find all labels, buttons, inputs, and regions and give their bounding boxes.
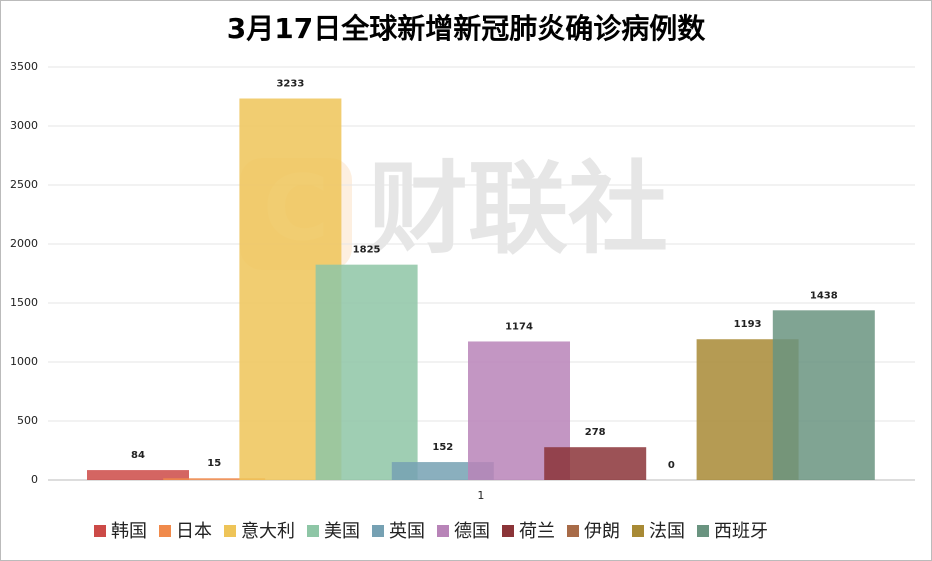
data-label: 1825 <box>353 245 381 256</box>
legend-swatch <box>224 525 236 537</box>
legend-label: 德国 <box>454 521 490 542</box>
legend-swatch <box>697 525 709 537</box>
x-tick-label: 1 <box>477 489 484 502</box>
y-tick-label: 1500 <box>10 296 38 309</box>
legend-swatch <box>307 525 319 537</box>
data-label: 3233 <box>276 79 304 90</box>
legend-label: 意大利 <box>241 521 295 542</box>
bar <box>315 264 418 480</box>
legend-swatch <box>437 525 449 537</box>
legend-swatch <box>94 525 106 537</box>
data-label: 1438 <box>810 290 838 301</box>
data-label: 15 <box>207 458 221 469</box>
legend-swatch <box>372 525 384 537</box>
legend-label: 美国 <box>324 521 360 542</box>
y-tick-label: 2000 <box>10 237 38 250</box>
bar <box>772 310 875 480</box>
legend-label: 韩国 <box>111 521 147 542</box>
legend-label: 西班牙 <box>714 521 768 542</box>
data-label: 0 <box>668 460 675 471</box>
legend-label: 日本 <box>176 521 212 542</box>
chart-title: 3月17日全球新增新冠肺炎确诊病例数 <box>227 12 706 45</box>
y-tick-label: 2500 <box>10 178 38 191</box>
y-tick-label: 3500 <box>10 60 38 73</box>
watermark-text: 财联社 <box>368 150 668 267</box>
bar <box>87 470 189 480</box>
bar <box>163 478 266 480</box>
data-label: 1174 <box>505 321 533 332</box>
legend-swatch <box>567 525 579 537</box>
legend-swatch <box>159 525 171 537</box>
legend-label: 荷兰 <box>519 521 555 542</box>
legend-label: 法国 <box>649 521 685 542</box>
data-label: 84 <box>131 450 145 461</box>
data-label: 1193 <box>734 319 762 330</box>
legend-label: 英国 <box>389 521 425 542</box>
legend-swatch <box>502 525 514 537</box>
data-label: 278 <box>585 427 606 438</box>
y-tick-label: 1000 <box>10 355 38 368</box>
y-tick-label: 3000 <box>10 119 38 132</box>
legend-label: 伊朗 <box>584 521 620 542</box>
y-tick-label: 500 <box>17 414 38 427</box>
data-label: 152 <box>432 442 453 453</box>
y-tick-label: 0 <box>31 473 38 486</box>
bar <box>544 447 647 480</box>
legend-swatch <box>632 525 644 537</box>
